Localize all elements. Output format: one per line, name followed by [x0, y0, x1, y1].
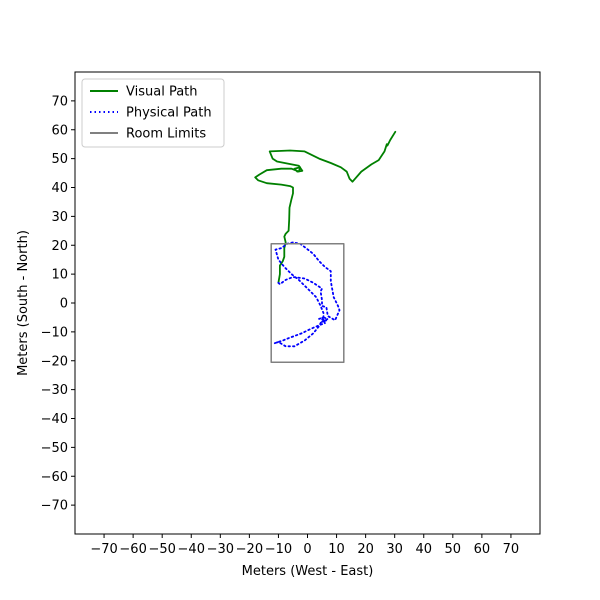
y-tick-label: −50: [41, 441, 68, 456]
x-tick-label: 70: [503, 542, 520, 557]
legend-box: [81, 78, 225, 148]
x-tick-label: 60: [474, 542, 491, 557]
y-tick-label: −10: [41, 325, 68, 340]
x-axis: −70 −60 −50 −40 −30 −20 −10 0 10 20 30 40 50 60 70: [90, 534, 519, 557]
x-tick-label: 0: [303, 542, 311, 557]
x-tick-label: −70: [90, 542, 117, 557]
x-tick-label: 50: [445, 542, 462, 557]
series-line-room-limits: [270, 243, 345, 363]
x-tick-label: 10: [328, 542, 345, 557]
series-line-visual-path: [254, 130, 397, 284]
x-tick-label: 20: [357, 542, 374, 557]
legend-label: Visual Path: [126, 85, 198, 100]
y-tick-label: 30: [51, 210, 68, 225]
y-axis: 70 60 50 40 30 20 10 0 −10 −20 −30 −40 −50 −60 −70: [41, 94, 75, 514]
legend: Visual Path Physical Path Room Limits: [81, 78, 225, 148]
y-tick-label: −40: [41, 412, 68, 427]
y-tick-label: 10: [51, 268, 68, 283]
series-line-physical-path: [273, 241, 341, 348]
y-tick-label: 50: [51, 152, 68, 167]
x-tick-label: 40: [415, 542, 432, 557]
y-tick-label: −20: [41, 354, 68, 369]
y-tick-label: 70: [51, 94, 68, 109]
y-tick-label: 60: [51, 123, 68, 138]
y-axis-title: Meters (South - North): [16, 230, 31, 376]
series-layer: [254, 130, 397, 363]
x-axis-title: Meters (West - East): [242, 564, 374, 579]
x-tick-label: −30: [207, 542, 234, 557]
y-tick-label: −30: [41, 383, 68, 398]
legend-label: Room Limits: [126, 127, 206, 142]
y-tick-label: 0: [60, 297, 68, 312]
x-tick-label: −50: [148, 542, 175, 557]
y-tick-label: −70: [41, 499, 68, 514]
y-tick-label: 20: [51, 239, 68, 254]
x-tick-label: −40: [178, 542, 205, 557]
x-tick-label: 30: [386, 542, 403, 557]
x-tick-label: −10: [265, 542, 292, 557]
x-tick-label: −60: [119, 542, 146, 557]
y-tick-label: −60: [41, 470, 68, 485]
legend-label: Physical Path: [126, 106, 212, 121]
x-tick-label: −20: [236, 542, 263, 557]
y-tick-label: 40: [51, 181, 68, 196]
